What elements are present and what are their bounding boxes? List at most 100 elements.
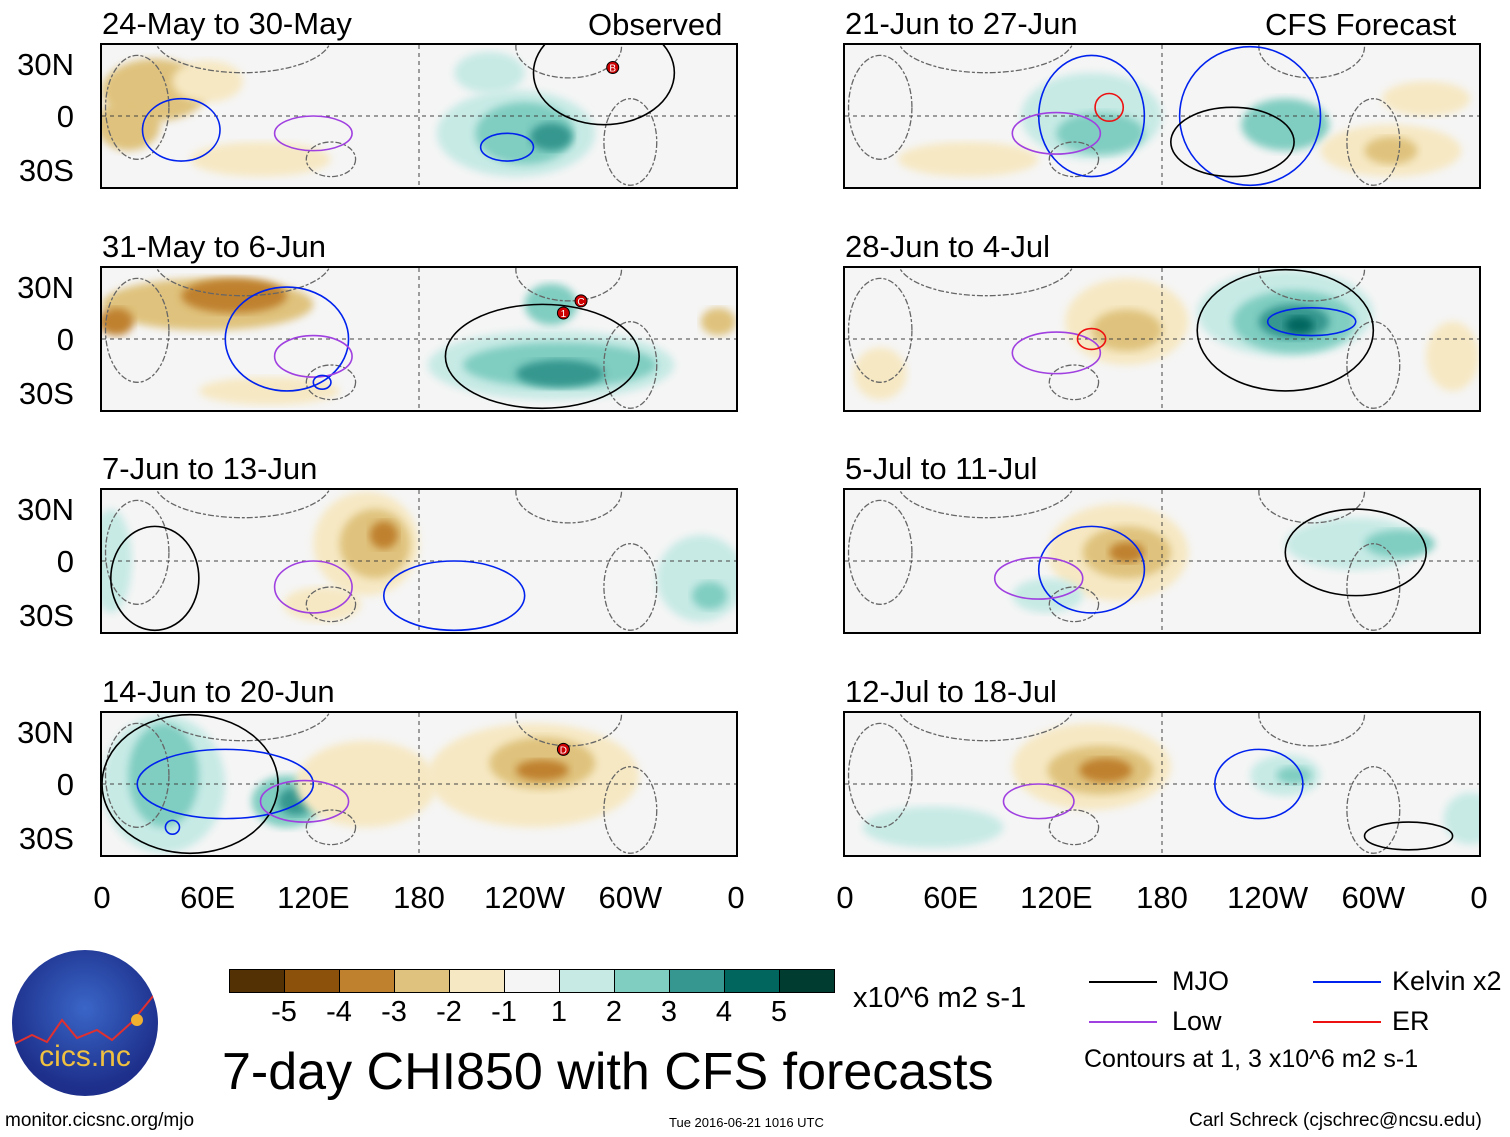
kelvin-contour (136, 748, 315, 820)
panel-title: 5-Jul to 11-Jul (845, 451, 1038, 486)
anomaly-shading (897, 141, 1039, 177)
logo-text: cics.nc (39, 1040, 131, 1073)
lat-label: 30N (17, 715, 74, 750)
kelvin-contour (1037, 525, 1146, 614)
coastline (155, 713, 330, 742)
storm-marker-icon (606, 61, 620, 75)
anomaly-shading (691, 581, 728, 610)
anomaly-shading (128, 723, 199, 828)
coastline (155, 45, 330, 74)
coastline (104, 499, 170, 605)
panel-title: 14-Jun to 20-Jun (102, 674, 335, 709)
kelvin-contour (1037, 54, 1146, 178)
storm-marker-icon (556, 742, 570, 756)
low-contour (273, 115, 353, 152)
colorbar-swatch (780, 970, 834, 992)
map-svg (845, 45, 1479, 187)
kelvin-contour (382, 560, 526, 632)
coastline (1346, 766, 1401, 854)
lat-label: 30N (17, 492, 74, 527)
observed-label: Observed (588, 7, 723, 42)
map-panel: B (100, 43, 738, 189)
lon-label: 60E (923, 880, 979, 915)
anomaly-shading (1079, 758, 1133, 783)
coastline (515, 490, 623, 524)
lat-label: 30N (17, 47, 74, 82)
forecast-label: CFS Forecast (1265, 7, 1457, 42)
coastline (898, 713, 1073, 742)
low-contour (1002, 783, 1075, 820)
contours-note: Contours at 1, 3 x10^6 m2 s-1 (1084, 1045, 1419, 1073)
colorbar-units: x10^6 m2 s-1 (853, 982, 1027, 1014)
anomaly-shading (1364, 529, 1435, 558)
kelvin-contour (1214, 748, 1304, 820)
lat-label: 0 (56, 544, 74, 579)
footer-url[interactable]: monitor.cicsnc.org/mjo (5, 1110, 195, 1131)
coastline (898, 45, 1073, 74)
coastline (305, 141, 357, 178)
panel-title: 31-May to 6-Jun (102, 229, 326, 264)
panel-title: 12-Jul to 18-Jul (845, 674, 1057, 709)
mjo-contour (444, 303, 640, 410)
coastline (305, 586, 357, 623)
footer-author: Carl Schreck (cjschrec@ncsu.edu) (1189, 1110, 1482, 1131)
coastline (305, 809, 357, 846)
legend-mjo-line (1089, 981, 1157, 983)
anomaly-shading (1364, 136, 1418, 165)
kelvin-contour (1266, 307, 1357, 337)
er-contour (1094, 92, 1125, 122)
storm-label: D (560, 745, 567, 756)
low-contour (1011, 331, 1102, 375)
anomaly-shading (700, 307, 736, 336)
colorbar-label: 3 (660, 996, 678, 1028)
anomaly-shading (1276, 766, 1312, 784)
mjo-contour (1363, 821, 1454, 851)
lon-label: 60W (598, 880, 663, 915)
lon-label: 120E (277, 880, 350, 915)
coastline (1258, 268, 1366, 302)
lon-label: 120W (1227, 880, 1309, 915)
kelvin-contour (141, 97, 221, 162)
anomaly-shading (1012, 578, 1083, 613)
map-svg (845, 268, 1479, 410)
coastline (155, 490, 330, 519)
colorbar-swatch (505, 970, 560, 992)
cics-logo: cics.nc (12, 950, 158, 1096)
colorbar-label: -4 (326, 996, 352, 1028)
coastline (1048, 586, 1100, 623)
anomaly-shading (102, 509, 132, 613)
lon-label: 0 (727, 880, 745, 915)
lon-label: 120W (484, 880, 566, 915)
panel-title: 28-Jun to 4-Jul (845, 229, 1051, 264)
low-contour (993, 556, 1084, 600)
anomaly-shading (1443, 792, 1479, 845)
anomaly-shading (529, 122, 573, 151)
panel-title: 7-Jun to 13-Jun (102, 451, 318, 486)
colorbar-label: -3 (381, 996, 407, 1028)
coastline (1346, 321, 1401, 409)
coastline (898, 490, 1073, 519)
lat-label: 0 (56, 322, 74, 357)
map-panel (843, 43, 1481, 189)
anomaly-shading (172, 60, 243, 103)
coastline (847, 54, 913, 160)
lon-label: 0 (1470, 880, 1488, 915)
mjo-contour (1284, 508, 1427, 597)
lon-label: 0 (93, 880, 111, 915)
anomaly-shading (853, 347, 907, 400)
anomaly-shading (1091, 309, 1162, 352)
coastline (847, 277, 913, 383)
low-contour (273, 560, 353, 614)
anomaly-shading (198, 377, 340, 405)
coastline (603, 543, 658, 631)
anomaly-shading (515, 759, 569, 781)
anomaly-shading (190, 141, 331, 177)
anomaly-shading (656, 535, 736, 622)
map-svg: 1C (102, 268, 736, 410)
map-panel (843, 488, 1481, 634)
coastline (104, 54, 170, 160)
panel-title: 24-May to 30-May (102, 6, 352, 41)
anomaly-shading (1426, 321, 1479, 391)
kelvin-contour (479, 132, 535, 162)
coastline (1048, 364, 1100, 401)
